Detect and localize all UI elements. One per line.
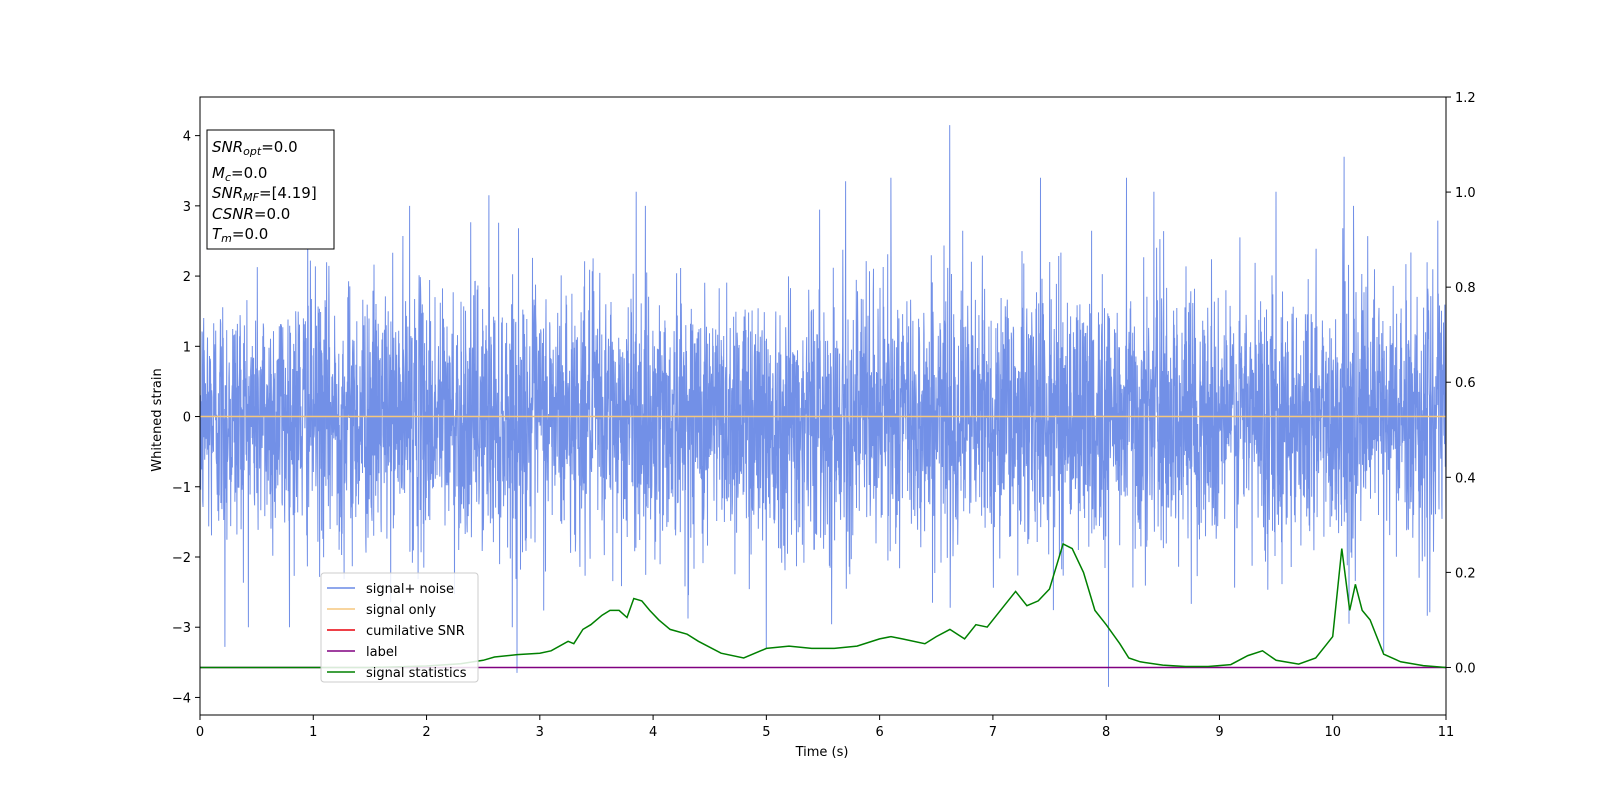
- series-signal-noise-line: [200, 125, 1446, 687]
- x-tick-label: 5: [762, 725, 770, 740]
- y-left-tick-label: −1: [172, 481, 191, 496]
- y-right-tick-label: 0.0: [1455, 661, 1476, 676]
- y-left-tick-label: −3: [172, 621, 191, 636]
- legend-label: signal+ noise: [366, 582, 454, 597]
- y-right-tick-label: 0.4: [1455, 471, 1476, 486]
- info-tm: Tm=0.0: [212, 225, 268, 245]
- y-left-tick-label: 2: [183, 270, 191, 285]
- series-signal-statistics-line: [200, 542, 1446, 669]
- y-right-tick-label: 0.8: [1455, 281, 1476, 296]
- y-axis-right: 0.0 0.2 0.4 0.6 0.8 1.0 1.2: [1446, 91, 1476, 676]
- y-left-tick-label: −2: [172, 551, 191, 566]
- y-left-tick-label: 1: [183, 340, 191, 355]
- x-tick-label: 3: [536, 725, 544, 740]
- x-tick-label: 10: [1324, 725, 1341, 740]
- x-tick-label: 2: [422, 725, 430, 740]
- x-tick-label: 0: [196, 725, 204, 740]
- y-left-tick-label: 0: [183, 411, 191, 426]
- y-right-tick-label: 0.6: [1455, 376, 1476, 391]
- legend: signal+ noise signal only cumilative SNR la…: [320, 572, 479, 683]
- legend-label: signal statistics: [366, 666, 467, 681]
- x-axis: 0 1 2 3 4 5 6 7 8 9 10 11: [196, 715, 1454, 740]
- legend-label: signal only: [366, 603, 436, 618]
- info-box: SNRopt=0.0 Mc=0.0 SNRMF=[4.19] CSNR=0.0 …: [206, 129, 335, 250]
- x-tick-label: 1: [309, 725, 317, 740]
- x-tick-label: 4: [649, 725, 657, 740]
- x-axis-label: Time (s): [795, 745, 849, 760]
- info-mc: Mc=0.0: [212, 164, 267, 184]
- y-right-tick-label: 1.0: [1455, 186, 1476, 201]
- legend-label: cumilative SNR: [366, 624, 465, 639]
- x-tick-label: 6: [875, 725, 883, 740]
- y-left-tick-label: 3: [183, 200, 191, 215]
- y-axis-left: −4 −3 −2 −1 0 1 2 3 4: [172, 130, 200, 706]
- x-tick-label: 11: [1438, 725, 1455, 740]
- y-left-tick-label: 4: [183, 130, 191, 145]
- x-tick-label: 8: [1102, 725, 1110, 740]
- y-axis-label: Whitened strain: [150, 368, 165, 471]
- info-snr-opt: SNRopt=0.0: [212, 138, 298, 158]
- y-right-tick-label: 0.2: [1455, 566, 1476, 581]
- y-left-tick-label: −4: [172, 691, 191, 706]
- legend-label: label: [366, 645, 397, 660]
- info-snr-mf: SNRMF=[4.19]: [212, 184, 317, 204]
- y-right-tick-label: 1.2: [1455, 91, 1476, 106]
- info-csnr: CSNR=0.0: [212, 205, 290, 223]
- x-tick-label: 9: [1215, 725, 1223, 740]
- plot-frame: [199, 96, 1447, 716]
- x-tick-label: 7: [989, 725, 997, 740]
